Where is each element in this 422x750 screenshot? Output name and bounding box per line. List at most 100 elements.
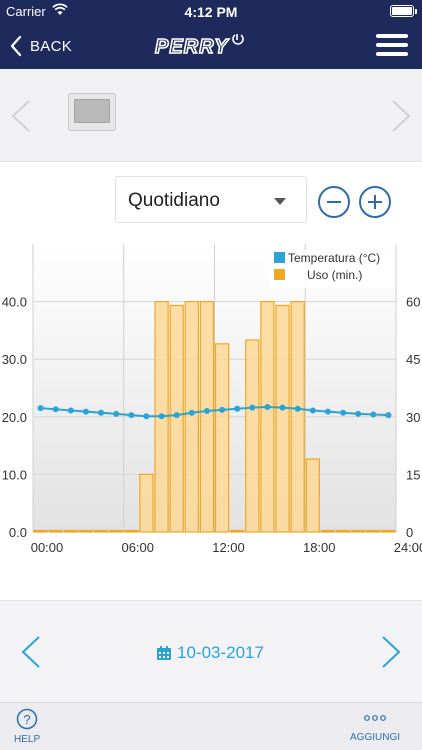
next-date-arrow-icon[interactable] (380, 635, 402, 669)
temperature-point (188, 409, 195, 416)
svg-text:PERRY: PERRY (155, 36, 229, 58)
zoom-in-button[interactable] (359, 186, 391, 218)
temperature-point (249, 404, 256, 411)
chart-controls: Quotidiano (0, 162, 422, 242)
usage-bar (169, 304, 184, 533)
temperature-point (203, 408, 210, 415)
x-tick-label: 00:00 (31, 540, 64, 555)
wifi-icon (52, 3, 68, 19)
date-navigator: 10-03-2017 (0, 600, 422, 702)
date-picker[interactable]: 10-03-2017 (156, 643, 264, 663)
back-label: BACK (30, 37, 73, 55)
period-select[interactable]: Quotidiano (115, 176, 307, 223)
usage-bar (78, 529, 94, 533)
temperature-point (37, 405, 44, 412)
usage-bar (366, 529, 381, 533)
menu-button[interactable] (376, 34, 408, 58)
temperature-point (52, 406, 59, 413)
usage-bar (109, 529, 124, 533)
usage-bar (381, 529, 396, 533)
chart-legend: Temperatura (°C) Uso (min.) (270, 250, 395, 288)
prev-device-arrow-icon[interactable] (10, 99, 32, 133)
temperature-point (264, 404, 271, 411)
usage-bar (63, 529, 78, 533)
temperature-point (370, 411, 377, 418)
legend-swatch-temperature (274, 252, 285, 263)
temperature-point (82, 408, 89, 415)
temperature-point (355, 410, 362, 417)
y-left-tick-label: 40.0 (2, 295, 27, 310)
y-left-tick-label: 10.0 (2, 467, 27, 482)
usage-bar (184, 300, 199, 533)
temperature-point (158, 413, 165, 420)
temperature-point (234, 405, 241, 412)
usage-bar (290, 300, 305, 533)
usage-bar (320, 529, 336, 533)
usage-bar (275, 304, 290, 533)
more-dots-icon (364, 715, 386, 721)
date-label: 10-03-2017 (177, 643, 264, 662)
y-right-tick-label: 0 (406, 525, 413, 540)
y-right-tick-label: 45 (406, 352, 420, 367)
y-left-tick-label: 20.0 (2, 410, 27, 425)
usage-bar (230, 529, 245, 533)
prev-date-arrow-icon[interactable] (20, 635, 42, 669)
usage-bar (305, 458, 320, 533)
temperature-point (324, 408, 331, 415)
usage-bar (124, 529, 139, 533)
usage-bar (214, 343, 230, 533)
thermostat-device-image[interactable] (68, 93, 116, 131)
status-bar: Carrier 4:12 PM (0, 0, 422, 22)
x-tick-label: 24:00 (394, 540, 422, 555)
temperature-point (219, 406, 226, 413)
add-tab[interactable]: AGGIUNGI (350, 712, 400, 743)
usage-bar (93, 529, 109, 533)
usage-bar (260, 300, 275, 533)
add-label: AGGIUNGI (350, 732, 401, 743)
temperature-point (113, 410, 120, 417)
y-right-tick-label: 60 (406, 295, 420, 310)
usage-bar (335, 529, 351, 533)
clock: 4:12 PM (184, 4, 238, 20)
period-select-value: Quotidiano (128, 190, 220, 211)
nav-bar: BACK PERRY (0, 22, 422, 69)
bottom-tab-bar: ? HELP AGGIUNGI (0, 702, 422, 750)
y-left-tick-label: 0.0 (9, 525, 27, 540)
usage-bar (48, 529, 63, 533)
y-right-tick-label: 15 (406, 467, 420, 482)
chevron-down-icon (274, 198, 286, 205)
chevron-left-icon (10, 35, 22, 57)
x-tick-label: 06:00 (121, 540, 154, 555)
usage-bar (139, 473, 154, 533)
svg-text:?: ? (23, 712, 30, 727)
y-right-tick-label: 30 (406, 410, 420, 425)
back-button[interactable]: BACK (10, 32, 72, 60)
temperature-point (294, 405, 301, 412)
temperature-point (279, 404, 286, 411)
next-device-arrow-icon[interactable] (390, 99, 412, 133)
legend-label-usage: Uso (min.) (307, 268, 362, 282)
x-tick-label: 18:00 (303, 540, 336, 555)
usage-bar (351, 529, 366, 533)
device-carousel (0, 69, 422, 162)
legend-label-temperature: Temperatura (°C) (288, 251, 380, 265)
calendar-icon (157, 646, 171, 660)
zoom-out-button[interactable] (318, 186, 350, 218)
temperature-point (309, 407, 316, 414)
perry-logo: PERRY (153, 32, 247, 63)
chart-svg: 0.0 10.0 20.0 30.0 40.0 0 15 30 45 60 00:00 06:00 12… (2, 244, 422, 555)
help-tab[interactable]: ? HELP (14, 708, 40, 745)
y-left-tick-label: 30.0 (2, 352, 27, 367)
temperature-point (98, 409, 105, 416)
carrier-label: Carrier (6, 4, 46, 19)
usage-bar (33, 529, 48, 533)
usage-bar (199, 300, 215, 533)
usage-bar (245, 339, 260, 533)
battery-icon (390, 5, 417, 17)
x-tick-label: 12:00 (212, 540, 245, 555)
legend-swatch-usage (274, 269, 285, 280)
usage-chart: 0.0 10.0 20.0 30.0 40.0 0 15 30 45 60 00:00 06:00 12… (0, 242, 422, 572)
temperature-point (67, 407, 74, 414)
temperature-point (385, 412, 392, 419)
temperature-point (128, 412, 135, 419)
